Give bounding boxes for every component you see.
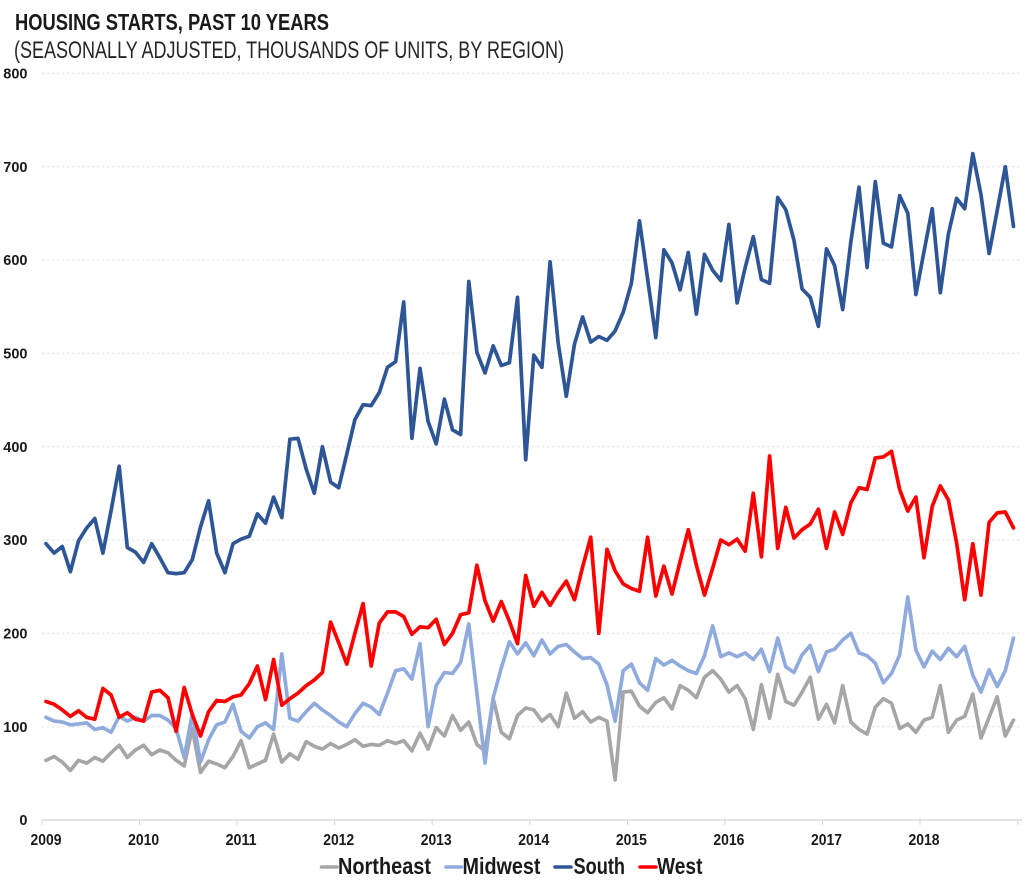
svg-text:0: 0 [19,813,27,829]
svg-text:2012: 2012 [323,832,354,849]
svg-text:Midwest: Midwest [463,853,541,879]
svg-text:2016: 2016 [713,832,744,849]
svg-text:500: 500 [3,347,27,363]
svg-text:(SEASONALLY ADJUSTED, THOUSAND: (SEASONALLY ADJUSTED, THOUSANDS OF UNITS… [14,37,564,64]
svg-text:West: West [657,853,703,879]
svg-text:200: 200 [3,627,27,643]
svg-text:Northeast: Northeast [338,853,431,879]
svg-text:700: 700 [3,160,27,176]
svg-text:2014: 2014 [518,832,549,849]
svg-text:2011: 2011 [226,832,257,849]
svg-text:100: 100 [3,720,27,736]
svg-text:2015: 2015 [616,832,647,849]
svg-text:2010: 2010 [128,832,159,849]
svg-text:2018: 2018 [909,832,940,849]
svg-text:2009: 2009 [31,832,62,849]
svg-text:2017: 2017 [811,832,842,849]
svg-text:400: 400 [3,440,27,456]
svg-text:2013: 2013 [421,832,452,849]
svg-text:600: 600 [3,253,27,269]
svg-text:HOUSING STARTS, PAST 10 YEARS: HOUSING STARTS, PAST 10 YEARS [15,9,329,35]
svg-text:300: 300 [3,533,27,549]
svg-text:South: South [574,853,626,879]
svg-text:800: 800 [3,67,27,83]
